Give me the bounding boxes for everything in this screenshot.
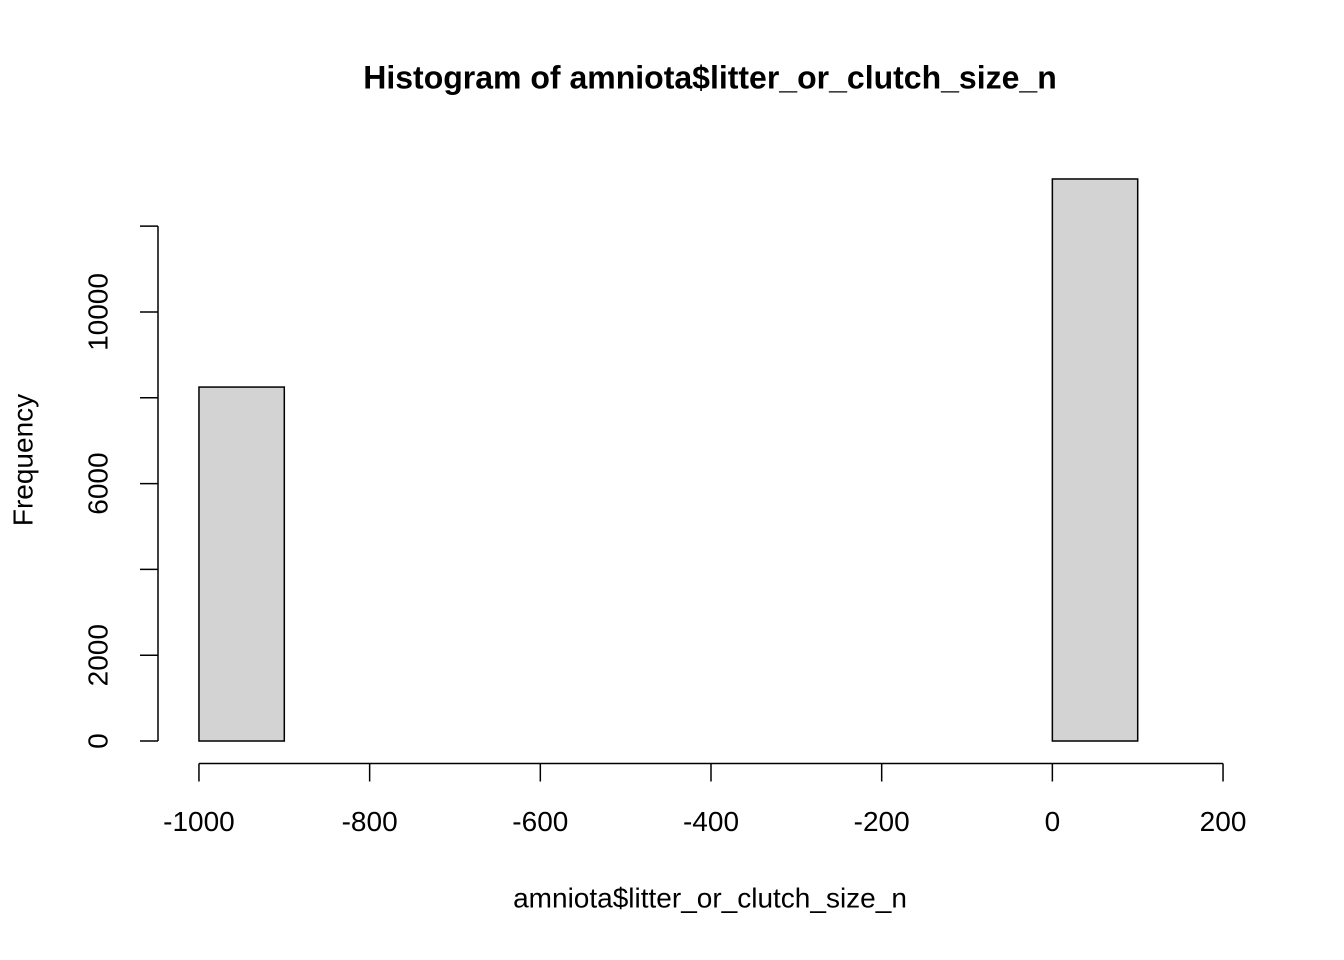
x-axis-label: amniota$litter_or_clutch_size_n [513, 882, 907, 913]
y-axis-label: Frequency [7, 394, 38, 526]
x-tick-label: -800 [342, 806, 398, 837]
bar [1051, 178, 1139, 742]
x-tick-label: -1000 [163, 806, 235, 837]
chart-title: Histogram of amniota$litter_or_clutch_si… [363, 59, 1057, 95]
y-tick-label: 2000 [82, 624, 113, 686]
x-tick-label: -200 [854, 806, 910, 837]
y-tick-label: 10000 [82, 273, 113, 351]
bar [198, 386, 286, 742]
y-tick-label: 0 [82, 733, 113, 749]
y-tick-label: 6000 [82, 452, 113, 514]
x-tick-label: 200 [1200, 806, 1247, 837]
x-tick-label: -400 [683, 806, 739, 837]
x-tick-label: -600 [512, 806, 568, 837]
x-tick-label: 0 [1045, 806, 1061, 837]
